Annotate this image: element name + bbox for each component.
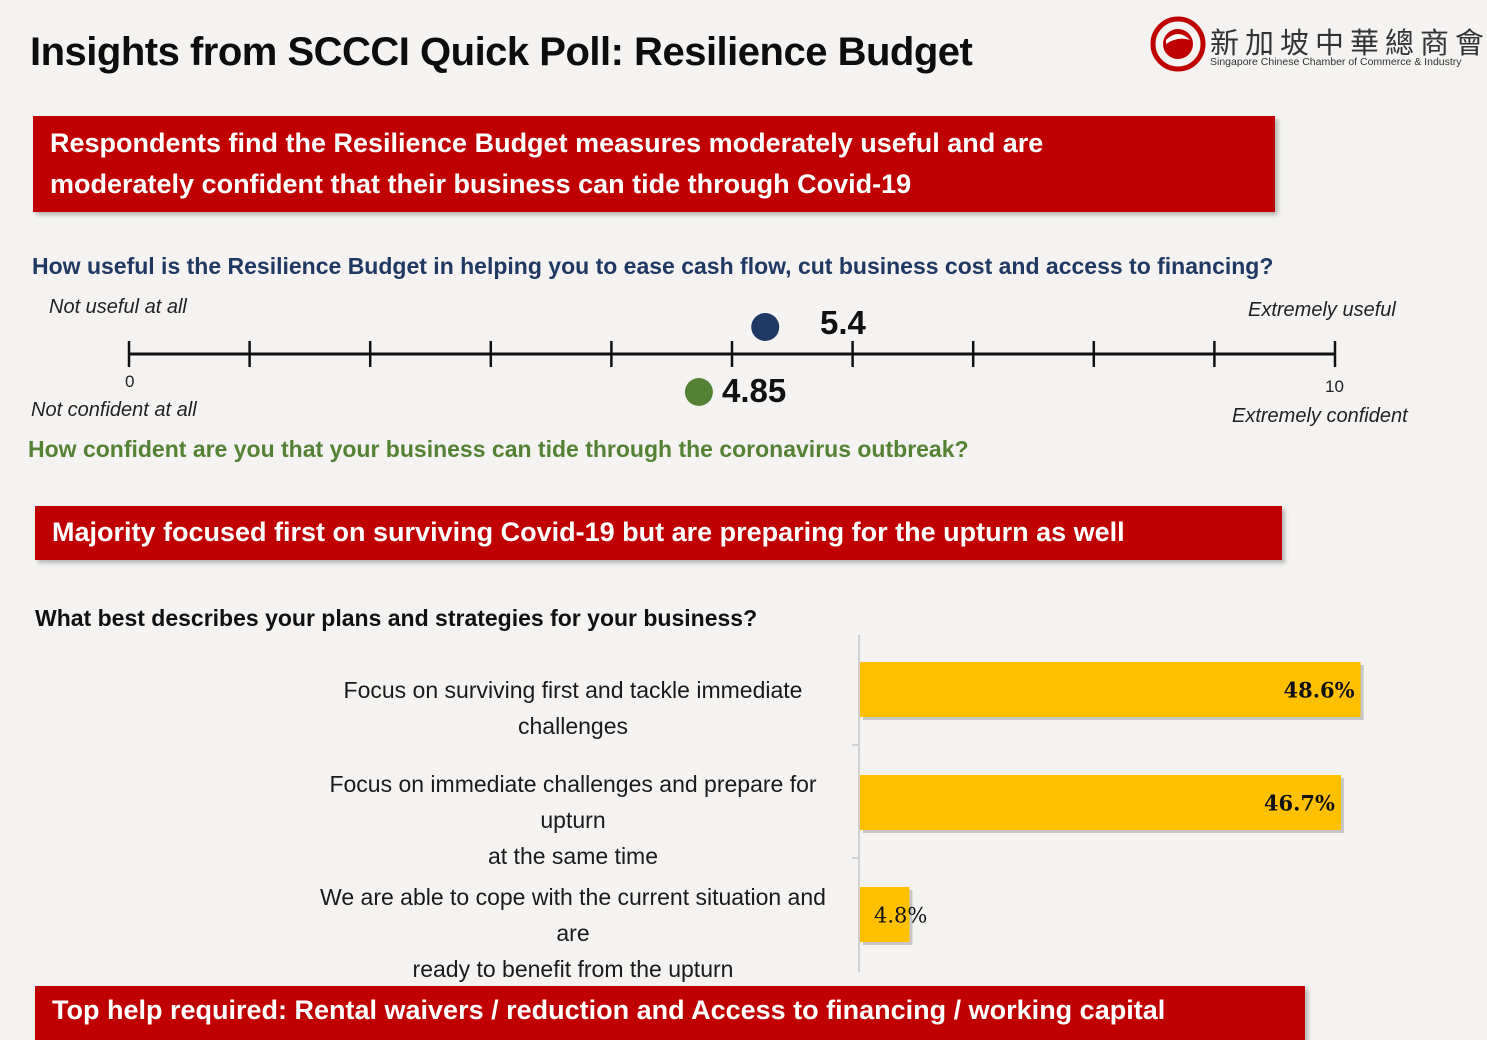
help-banner-text: Top help required: Rental waivers / redu…	[52, 995, 1166, 1025]
bar-value-label: 46.7%	[1264, 791, 1335, 816]
plans-bar-chart: 48.6% 46.7% 4.8%	[852, 635, 1364, 972]
bar-category-label-line: Focus on surviving first and tackle imme…	[343, 677, 803, 739]
sccci-logo: 新加坡中華總商會 Singapore Chinese Chamber of Co…	[1150, 14, 1484, 74]
rating-scale-chart	[127, 313, 1337, 406]
bar-value-label: 48.6%	[1283, 678, 1354, 703]
confident-question: How confident are you that your business…	[28, 436, 969, 462]
confident-score-label: 4.85	[722, 372, 787, 409]
useful-score-dot	[751, 313, 780, 341]
bar	[860, 662, 1361, 717]
extremely-confident-label: Extremely confident	[1232, 405, 1408, 427]
bar-category-label-line: at the same time	[487, 843, 659, 869]
bar-category-label-line: We are able to cope with the current sit…	[320, 884, 826, 946]
logo-english-text: Singapore Chinese Chamber of Commerce & …	[1210, 56, 1462, 68]
page-title: Insights from SCCCI Quick Poll: Resilien…	[30, 30, 973, 74]
bar-value-label: 4.8%	[874, 904, 927, 928]
usefulness-banner-line-2: moderately confident that their business…	[50, 169, 912, 199]
confident-score-dot	[684, 378, 713, 406]
help-banner: Top help required: Rental waivers / redu…	[35, 986, 1305, 1040]
usefulness-banner-text: Respondents find the Resilience Budget m…	[50, 123, 1043, 205]
not-confident-label: Not confident at all	[31, 399, 197, 421]
bar-category-label-line: Focus on immediate challenges and prepar…	[329, 771, 817, 833]
scale-min-label: 0	[125, 372, 135, 391]
bar-category-label: We are able to cope with the current sit…	[313, 879, 833, 987]
bar-category-label-line: ready to benefit from the upturn	[412, 956, 734, 982]
plans-banner: Majority focused first on surviving Covi…	[35, 506, 1282, 560]
plans-question: What best describes your plans and strat…	[35, 605, 758, 631]
useful-question: How useful is the Resilience Budget in h…	[32, 253, 1274, 279]
extremely-useful-label: Extremely useful	[1248, 299, 1396, 321]
bar-category-label: Focus on immediate challenges and prepar…	[313, 766, 833, 874]
plans-banner-text: Majority focused first on surviving Covi…	[52, 517, 1125, 547]
sccci-emblem-icon	[1150, 16, 1206, 72]
not-useful-label: Not useful at all	[49, 296, 187, 318]
useful-score-label: 5.4	[820, 304, 866, 341]
bar-category-label: Focus on surviving first and tackle imme…	[313, 672, 833, 744]
usefulness-banner-line-1: Respondents find the Resilience Budget m…	[50, 128, 1044, 158]
usefulness-banner: Respondents find the Resilience Budget m…	[33, 116, 1275, 212]
bar	[860, 887, 910, 942]
logo-chinese-text: 新加坡中華總商會	[1210, 26, 1487, 60]
scale-max-label: 10	[1325, 377, 1344, 396]
bar	[860, 775, 1342, 830]
